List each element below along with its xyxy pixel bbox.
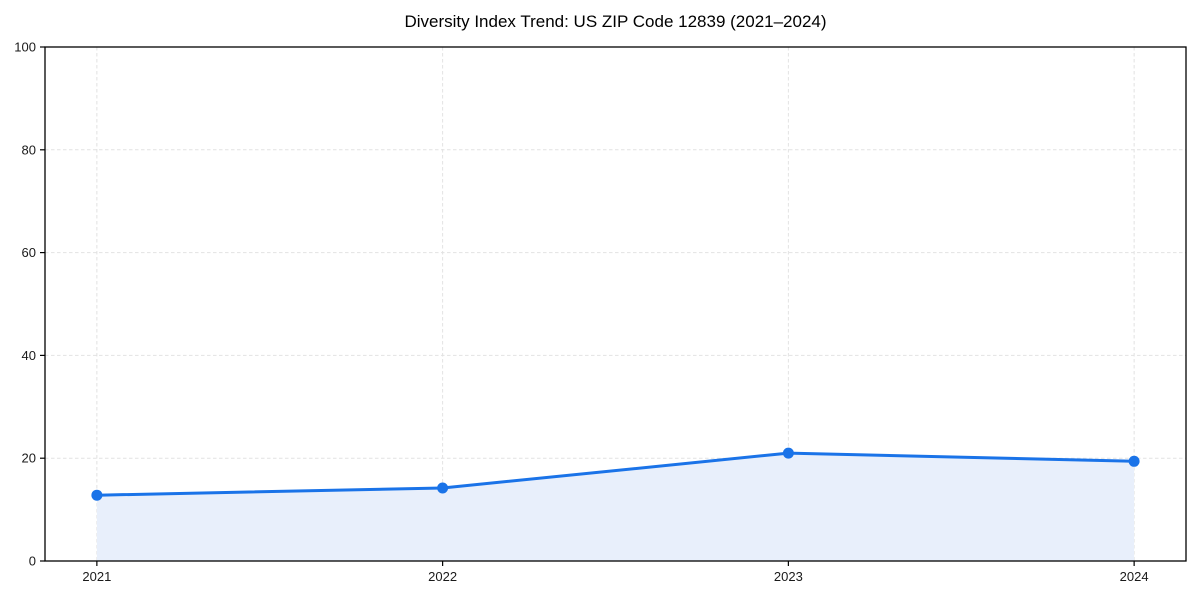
- chart-title: Diversity Index Trend: US ZIP Code 12839…: [404, 12, 827, 31]
- plot-border: [44, 46, 1187, 562]
- x-axis-tick-label: 2024: [1120, 569, 1149, 584]
- trend-line: [95, 451, 1136, 497]
- area-fill: [96, 453, 1135, 561]
- y-axis-tick-label: 20: [22, 451, 36, 466]
- y-axis-tick-label: 100: [14, 40, 36, 55]
- x-axis-tick-label: 2022: [428, 569, 457, 584]
- y-axis-tick-label: 0: [29, 554, 36, 569]
- x-axis-tick-label: 2023: [774, 569, 803, 584]
- y-axis-tick-label: 60: [22, 245, 36, 260]
- y-axis-tick-label: 80: [22, 142, 36, 157]
- data-point-marker: [1128, 455, 1140, 467]
- data-point-marker: [91, 489, 103, 501]
- x-axis-tick-label: 2021: [82, 569, 111, 584]
- y-axis-tick-label: 40: [22, 348, 36, 363]
- data-point-marker: [782, 447, 794, 459]
- data-point-marker: [437, 482, 449, 494]
